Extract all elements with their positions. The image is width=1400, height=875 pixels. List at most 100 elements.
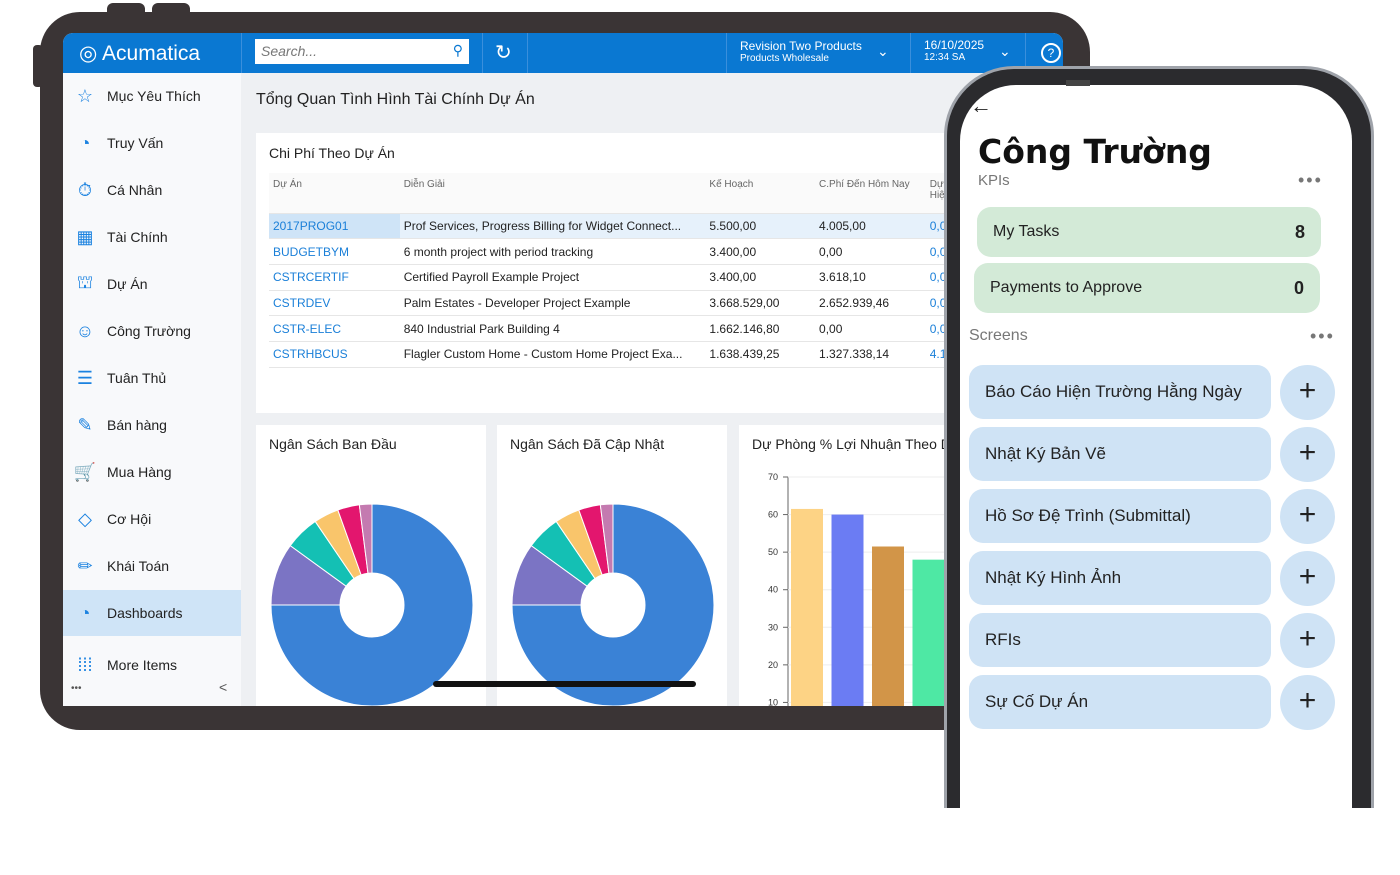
table-cell[interactable]: 2017PROG01 xyxy=(269,213,400,240)
bar[interactable] xyxy=(791,508,823,706)
table-cell[interactable]: CSTRHBCUS xyxy=(269,341,400,368)
add-icon[interactable]: + xyxy=(1280,489,1335,544)
sidebar-icon: ☆ xyxy=(76,85,94,106)
add-icon[interactable]: + xyxy=(1280,551,1335,606)
chevron-down-icon[interactable]: ⌄ xyxy=(999,43,1011,59)
kpis-label: KPIs xyxy=(978,172,1010,189)
screen-item[interactable]: Nhật Ký Bản Vẽ xyxy=(969,427,1271,481)
pie-slice[interactable] xyxy=(599,503,614,574)
sidebar-item-label: Dashboards xyxy=(107,605,183,621)
column-header[interactable]: Dự Án xyxy=(269,173,400,214)
screen-item-label: Nhật Ký Bản Vẽ xyxy=(985,444,1106,463)
sidebar-item[interactable]: ◇ Cơ Hội xyxy=(63,496,241,542)
company-selector[interactable]: Revision Two Products Products Wholesale xyxy=(740,39,862,64)
sidebar-item[interactable]: ☆ Mục Yêu Thích xyxy=(63,73,241,119)
help-icon[interactable]: ? xyxy=(1041,43,1061,63)
add-icon[interactable]: + xyxy=(1280,427,1335,482)
search-icon[interactable]: ⚲ xyxy=(452,42,463,58)
chevron-down-icon[interactable]: ⌄ xyxy=(877,43,889,59)
screen-item-label: Nhật Ký Hình Ảnh xyxy=(985,568,1122,587)
table-row[interactable]: BUDGETBYM 6 month project with period tra… xyxy=(269,238,989,265)
table-cell: 1.327.338,14 xyxy=(815,341,926,368)
screens-more-icon[interactable]: ••• xyxy=(1310,326,1335,346)
table-cell[interactable]: BUDGETBYM xyxy=(269,238,400,265)
table-cell: 1.638.439,25 xyxy=(705,341,816,368)
sidebar-item[interactable]: ⁞⁞⁞ More Items xyxy=(63,642,241,688)
sidebar-item-label: Mua Hàng xyxy=(107,464,172,480)
sidebar-item[interactable]: ◔ Dashboards xyxy=(63,590,241,636)
sidebar-item[interactable]: ✏ Khái Toán xyxy=(63,543,241,589)
screen-item-label: Báo Cáo Hiện Trường Hằng Ngày xyxy=(985,382,1242,401)
table-row[interactable]: 2017PROG01 Prof Services, Progress Billin… xyxy=(269,213,989,240)
sidebar-item[interactable]: ◔ Truy Vấn xyxy=(63,120,241,166)
sidebar-item[interactable]: ⏱ Cá Nhân xyxy=(63,167,241,213)
add-icon[interactable]: + xyxy=(1280,365,1335,420)
screen-item[interactable]: Sự Cố Dự Án xyxy=(969,675,1271,729)
sidebar-item[interactable]: ✎ Bán hàng xyxy=(63,402,241,448)
screen-item[interactable]: Nhật Ký Hình Ảnh xyxy=(969,551,1271,605)
search-input[interactable]: Search... ⚲ xyxy=(255,39,469,64)
screen-item[interactable]: Báo Cáo Hiện Trường Hằng Ngày xyxy=(969,365,1271,419)
screen-item[interactable]: RFIs xyxy=(969,613,1271,667)
tablet-button xyxy=(152,3,190,15)
sidebar-icon: ⁞⁞⁞ xyxy=(77,654,93,675)
chart-title: Dự Phòng % Lợi Nhuận Theo D xyxy=(752,436,951,452)
sidebar-item[interactable]: ☺ Công Trường xyxy=(63,308,241,354)
table-cell: 3.400,00 xyxy=(705,264,816,291)
kpi-value: 8 xyxy=(1294,221,1305,242)
kpis-more-icon[interactable]: ••• xyxy=(1298,170,1323,190)
column-header[interactable]: Kế Hoạch xyxy=(705,173,816,214)
table-cell[interactable]: CSTR-ELEC xyxy=(269,315,400,342)
y-tick-label: 30 xyxy=(768,622,778,632)
table-cell: 0,00 xyxy=(815,315,926,342)
collapse-icon[interactable]: < xyxy=(219,679,228,695)
table-row[interactable]: CSTRDEV Palm Estates - Developer Project … xyxy=(269,290,989,317)
pie-slice[interactable] xyxy=(358,503,373,574)
add-icon[interactable]: + xyxy=(1280,675,1335,730)
table-cell: 840 Industrial Park Building 4 xyxy=(399,315,706,342)
screen-item-label: RFIs xyxy=(985,630,1021,649)
projects-cost-card: Chi Phí Theo Dự Án Dự Án Diễn Giải Kế Hoạc… xyxy=(256,133,989,413)
column-header[interactable]: Diễn Giải xyxy=(399,173,706,214)
screen-title: Công Trường xyxy=(978,132,1212,171)
table-row[interactable]: CSTRHBCUS Flagler Custom Home - Custom Ho… xyxy=(269,341,989,368)
sidebar-item-label: Khái Toán xyxy=(107,558,170,574)
history-icon[interactable]: ↻ xyxy=(495,42,512,64)
back-arrow-icon[interactable]: ← xyxy=(970,93,992,118)
sidebar-item-label: Dự Án xyxy=(107,276,148,292)
tablet-side-button xyxy=(33,45,43,87)
date-selector[interactable]: 16/10/2025 12:34 SA xyxy=(924,38,985,63)
y-tick-label: 60 xyxy=(768,510,778,520)
table-cell[interactable]: CSTRDEV xyxy=(269,290,400,317)
sidebar-item[interactable]: 🛒 Mua Hàng xyxy=(63,449,241,495)
bar[interactable] xyxy=(912,559,945,706)
column-header[interactable]: C.Phí Đến Hôm Nay xyxy=(815,173,926,214)
tablet-screen: ◎ Acumatica Search... ⚲ ↻ Revision Two Pr… xyxy=(63,33,1063,706)
home-indicator xyxy=(433,681,696,687)
add-icon[interactable]: + xyxy=(1280,613,1335,668)
sidebar-icon: ⛫ xyxy=(76,272,94,292)
y-tick-label: 10 xyxy=(768,697,778,706)
bar[interactable] xyxy=(831,514,864,706)
bar[interactable] xyxy=(872,546,904,706)
table-cell[interactable]: CSTRCERTIF xyxy=(269,264,400,291)
sidebar-item[interactable]: ▦ Tài Chính xyxy=(63,214,241,260)
sidebar-item-label: Truy Vấn xyxy=(107,135,164,151)
sidebar-icon: ◔ xyxy=(79,132,91,153)
kpi-tile[interactable]: My Tasks 8 xyxy=(977,207,1321,257)
sidebar-item[interactable]: ⛫ Dự Án xyxy=(63,261,241,307)
kpi-tile[interactable]: Payments to Approve 0 xyxy=(974,263,1320,313)
kpi-label: My Tasks xyxy=(993,223,1060,240)
sidebar-item[interactable]: ☰ Tuân Thủ xyxy=(63,355,241,401)
sidebar-item-label: Bán hàng xyxy=(107,417,167,433)
more-dots-icon[interactable]: ••• xyxy=(71,683,82,694)
table-cell: 4.005,00 xyxy=(815,213,926,240)
acumatica-logo[interactable]: ◎ Acumatica xyxy=(79,42,201,65)
sidebar-icon: ◔ xyxy=(79,602,91,623)
screen-item[interactable]: Hồ Sơ Đệ Trình (Submittal) xyxy=(969,489,1271,543)
pie-slice[interactable] xyxy=(270,503,474,706)
phone-camera xyxy=(1066,80,1090,86)
table-row[interactable]: CSTRCERTIF Certified Payroll Example Proj… xyxy=(269,264,989,291)
table-cell: 5.500,00 xyxy=(705,213,816,240)
